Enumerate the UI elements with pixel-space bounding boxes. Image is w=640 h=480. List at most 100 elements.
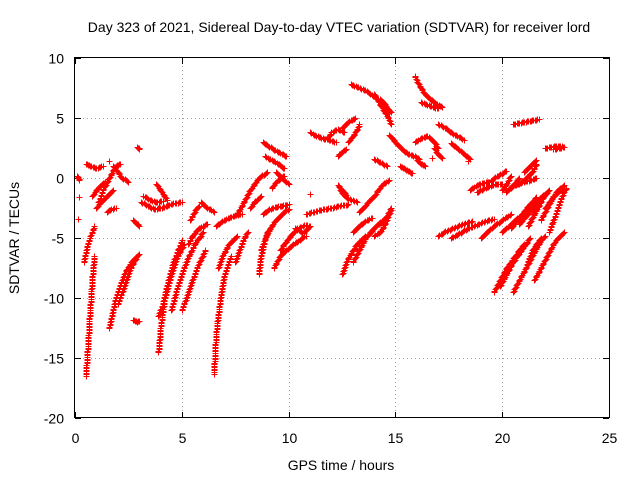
data-point	[182, 262, 189, 269]
data-point	[527, 219, 534, 226]
data-point	[155, 313, 162, 320]
data-segment	[478, 211, 515, 242]
data-point	[233, 234, 240, 241]
data-point	[448, 226, 455, 233]
data-point	[512, 285, 519, 292]
data-point	[384, 215, 391, 222]
data-point	[124, 178, 131, 185]
data-point	[184, 292, 191, 299]
data-point	[256, 265, 263, 272]
data-point	[355, 124, 362, 131]
data-point	[380, 161, 387, 168]
data-point	[505, 178, 512, 185]
data-point	[386, 211, 393, 218]
plot-frame	[74, 57, 610, 418]
data-point	[476, 188, 483, 195]
data-point	[199, 230, 206, 237]
data-point	[148, 197, 155, 204]
data-point	[317, 134, 324, 141]
data-segment	[187, 203, 203, 224]
data-point	[168, 307, 175, 314]
data-point	[342, 147, 349, 154]
x-tick-label: 10	[282, 430, 298, 446]
y-tick-label: -15	[44, 351, 64, 367]
data-segment	[211, 253, 235, 378]
data-point	[496, 172, 503, 179]
data-point	[526, 236, 533, 243]
data-point	[97, 164, 104, 171]
data-segment	[386, 132, 423, 163]
data-point	[200, 229, 207, 236]
data-point	[536, 116, 543, 123]
data-point	[546, 187, 553, 194]
data-point	[260, 241, 267, 248]
data-point	[488, 217, 495, 224]
data-point	[135, 222, 142, 229]
data-point	[333, 139, 340, 146]
data-point	[383, 218, 390, 225]
data-segment	[232, 229, 252, 266]
data-point	[110, 187, 117, 194]
data-point	[132, 257, 139, 264]
data-point	[356, 121, 363, 128]
y-axis-label: SDTVAR / TECUs	[6, 182, 22, 294]
data-segment	[508, 175, 540, 192]
data-point	[485, 184, 492, 191]
data-point	[525, 261, 532, 268]
data-point	[480, 186, 487, 193]
data-point	[91, 223, 98, 230]
data-point	[102, 183, 109, 190]
data-point	[343, 192, 350, 199]
data-point	[339, 271, 346, 278]
data-point	[121, 283, 128, 290]
data-point	[186, 286, 193, 293]
data-point	[432, 140, 439, 147]
data-segment	[185, 221, 211, 248]
data-point	[423, 101, 430, 108]
data-point	[197, 258, 204, 265]
data-point	[91, 253, 98, 260]
data-point	[195, 262, 202, 269]
data-point	[219, 283, 226, 290]
data-segment	[168, 229, 207, 314]
data-point	[124, 274, 131, 281]
y-tick-label: -10	[44, 291, 64, 307]
data-point	[109, 188, 116, 195]
data-point	[342, 262, 349, 269]
data-point	[107, 207, 114, 214]
data-point	[119, 289, 126, 296]
data-point	[533, 161, 540, 168]
data-point	[216, 262, 223, 269]
data-segment	[356, 177, 393, 216]
data-point	[170, 259, 177, 266]
data-point	[384, 163, 391, 170]
data-point	[117, 161, 124, 168]
data-point	[387, 208, 394, 215]
data-segment	[516, 161, 540, 188]
data-segment	[83, 161, 107, 172]
data-point	[133, 254, 140, 261]
data-segment	[414, 157, 429, 170]
data-point	[300, 234, 307, 241]
data-point	[265, 207, 272, 214]
data-point	[455, 231, 462, 238]
data-point	[166, 274, 173, 281]
data-segment	[497, 235, 534, 290]
data-segment	[140, 193, 167, 206]
data-point	[388, 205, 395, 212]
data-segment	[531, 229, 568, 284]
data-point	[257, 194, 264, 201]
data-point	[545, 188, 552, 195]
data-segment	[258, 206, 293, 254]
data-point	[354, 199, 361, 206]
data-point	[147, 204, 154, 211]
data-point	[218, 289, 225, 296]
data-point	[282, 208, 289, 215]
data-point	[493, 285, 500, 292]
data-point	[123, 277, 130, 284]
data-point	[110, 206, 117, 213]
data-point	[204, 221, 211, 228]
data-point	[307, 191, 314, 198]
data-point	[340, 268, 347, 275]
data-point	[197, 234, 204, 241]
